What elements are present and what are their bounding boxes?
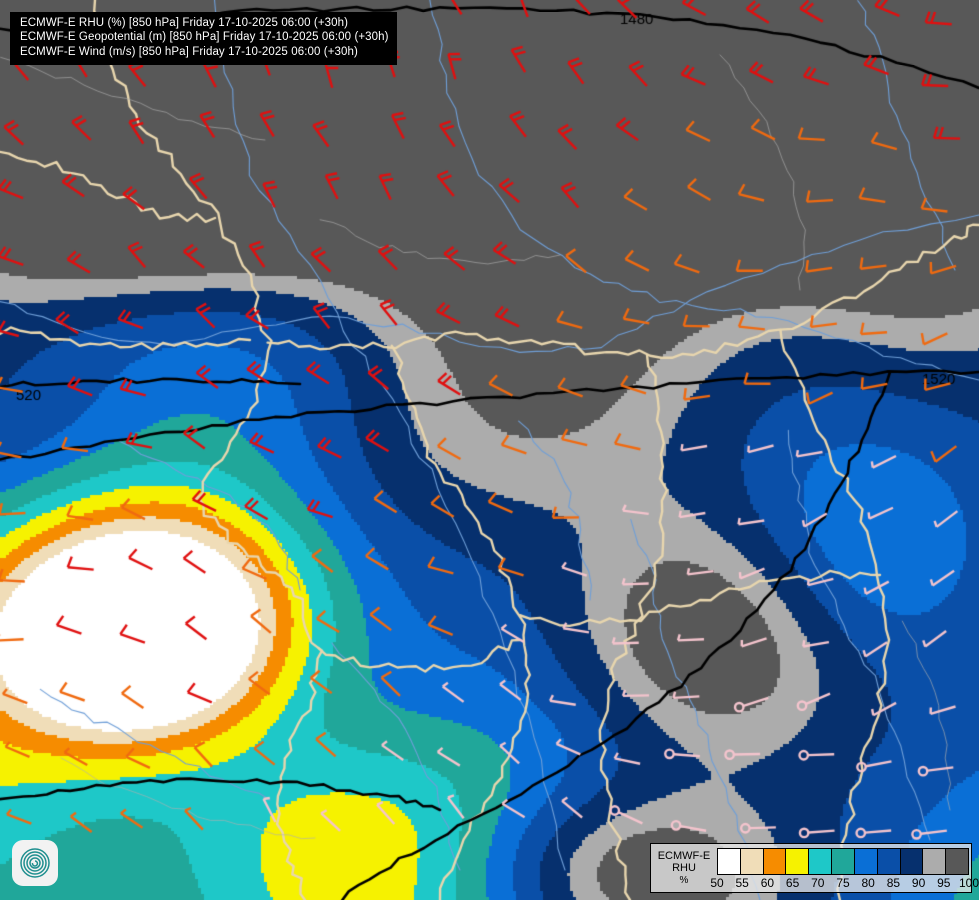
- legend-swatch-0: [718, 849, 741, 874]
- legend-units-label: %: [679, 874, 689, 886]
- legend-caption: ECMWF-E RHU %: [651, 844, 717, 892]
- legend-swatch-3: [786, 849, 810, 874]
- map-title-box: ECMWF-E RHU (%) [850 hPa] Friday 17-10-2…: [10, 12, 397, 65]
- legend-swatch-7: [877, 849, 901, 874]
- legend-swatch-9: [923, 849, 947, 874]
- title-line-geopotential: ECMWF-E Geopotential (m) [850 hPa] Frida…: [20, 31, 389, 43]
- legend-swatch-5: [832, 849, 855, 874]
- legend-tick-85: 85: [886, 876, 901, 890]
- rhu-colorbar-legend: ECMWF-E RHU % 50 55 60 65 70 75 80 85 90 95 100: [650, 843, 979, 893]
- legend-tick-70: 70: [811, 876, 825, 890]
- legend-tick-75: 75: [836, 876, 850, 890]
- legend-swatch-10: [946, 849, 968, 874]
- legend-tick-80: 80: [861, 876, 875, 890]
- title-line-wind: ECMWF-E Wind (m/s) [850 hPa] Friday 17-1…: [20, 45, 358, 58]
- legend-swatch-6: [854, 849, 878, 874]
- legend-tick-90: 90: [911, 876, 926, 890]
- legend-tick-55: 55: [735, 876, 749, 890]
- legend-swatch-4: [809, 849, 833, 874]
- legend-swatch-8: [900, 849, 924, 874]
- cyclone-spiral-logo-icon[interactable]: [8, 836, 62, 890]
- legend-swatch-strip: [717, 848, 969, 875]
- legend-scale: 50 55 60 65 70 75 80 85 90 95 100: [710, 844, 979, 892]
- legend-tick-100: 100: [958, 876, 979, 890]
- legend-variable-label: RHU: [672, 862, 696, 875]
- legend-swatch-1: [740, 849, 764, 874]
- legend-tick-95: 95: [937, 876, 951, 890]
- legend-tick-60: 60: [760, 876, 775, 890]
- legend-tick-labels: 50 55 60 65 70 75 80 85 90 95 100: [710, 875, 979, 891]
- legend-swatch-2: [763, 849, 787, 874]
- title-line-rhu: ECMWF-E RHU (%) [850 hPa] Friday 17-10-2…: [20, 16, 349, 29]
- legend-tick-65: 65: [785, 876, 800, 890]
- legend-model-label: ECMWF-E: [657, 850, 711, 863]
- legend-tick-50: 50: [710, 876, 724, 890]
